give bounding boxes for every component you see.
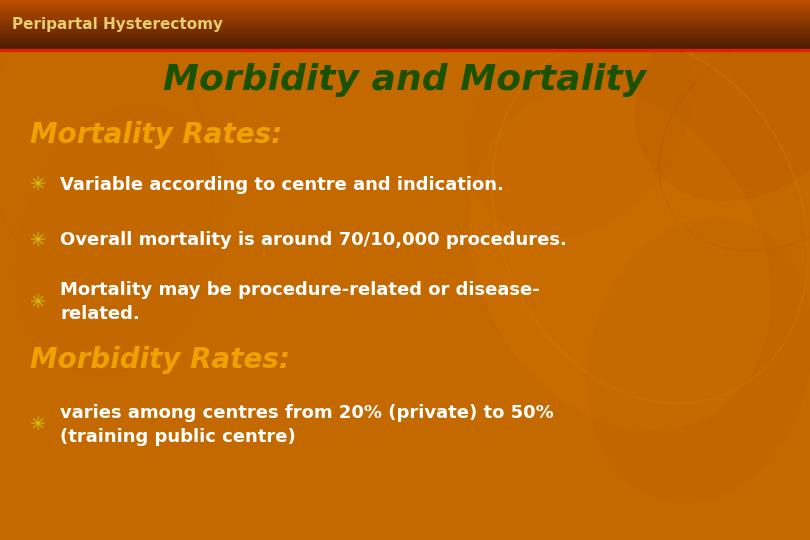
- Bar: [0, 36, 810, 37]
- Bar: [0, 21, 810, 23]
- Bar: [0, 15, 810, 16]
- Ellipse shape: [15, 104, 225, 376]
- Text: ✳: ✳: [30, 231, 46, 249]
- Bar: [0, 40, 810, 43]
- Bar: [0, 18, 810, 20]
- Text: ✳: ✳: [30, 176, 46, 194]
- Bar: [0, 4, 810, 6]
- Bar: [0, 26, 810, 28]
- Bar: [0, 0, 810, 1]
- Text: Mortality may be procedure-related or disease-
related.: Mortality may be procedure-related or di…: [60, 281, 539, 323]
- Bar: [0, 30, 810, 31]
- Bar: [0, 2, 810, 4]
- Bar: [0, 37, 810, 39]
- Bar: [0, 24, 810, 26]
- Text: ✳: ✳: [30, 415, 46, 435]
- Text: ✳: ✳: [30, 293, 46, 312]
- Bar: [0, 11, 810, 12]
- Bar: [0, 44, 810, 46]
- Bar: [0, 3, 810, 5]
- Text: varies among centres from 20% (private) to 50%
(training public centre): varies among centres from 20% (private) …: [60, 404, 554, 446]
- Ellipse shape: [469, 89, 771, 431]
- Bar: [0, 6, 810, 8]
- Bar: [0, 35, 810, 36]
- Bar: [0, 10, 810, 11]
- Bar: [0, 7, 810, 9]
- Bar: [0, 14, 810, 15]
- Bar: [0, 43, 810, 45]
- Bar: [0, 39, 810, 41]
- Ellipse shape: [635, 0, 810, 201]
- Ellipse shape: [587, 217, 810, 503]
- Bar: [0, 38, 810, 40]
- Bar: [0, 23, 810, 25]
- Bar: [0, 46, 810, 48]
- Bar: [0, 47, 810, 49]
- Text: Morbidity and Mortality: Morbidity and Mortality: [164, 63, 646, 97]
- Text: Morbidity Rates:: Morbidity Rates:: [30, 346, 290, 374]
- Bar: [0, 28, 810, 30]
- Bar: [0, 19, 810, 21]
- Bar: [0, 31, 810, 32]
- Bar: [0, 42, 810, 44]
- Bar: [0, 48, 810, 50]
- Bar: [0, 27, 810, 29]
- Bar: [0, 8, 810, 10]
- Bar: [0, 1, 810, 3]
- Text: Overall mortality is around 70/10,000 procedures.: Overall mortality is around 70/10,000 pr…: [60, 231, 567, 249]
- Bar: [0, 22, 810, 24]
- Bar: [0, 32, 810, 33]
- Ellipse shape: [251, 0, 548, 182]
- Text: Mortality Rates:: Mortality Rates:: [30, 121, 282, 149]
- Bar: [0, 33, 810, 35]
- Text: Peripartal Hysterectomy: Peripartal Hysterectomy: [12, 17, 223, 32]
- Text: Variable according to centre and indication.: Variable according to centre and indicat…: [60, 176, 504, 194]
- Ellipse shape: [467, 2, 693, 239]
- Bar: [0, 16, 810, 17]
- Bar: [0, 12, 810, 14]
- Bar: [0, 17, 810, 19]
